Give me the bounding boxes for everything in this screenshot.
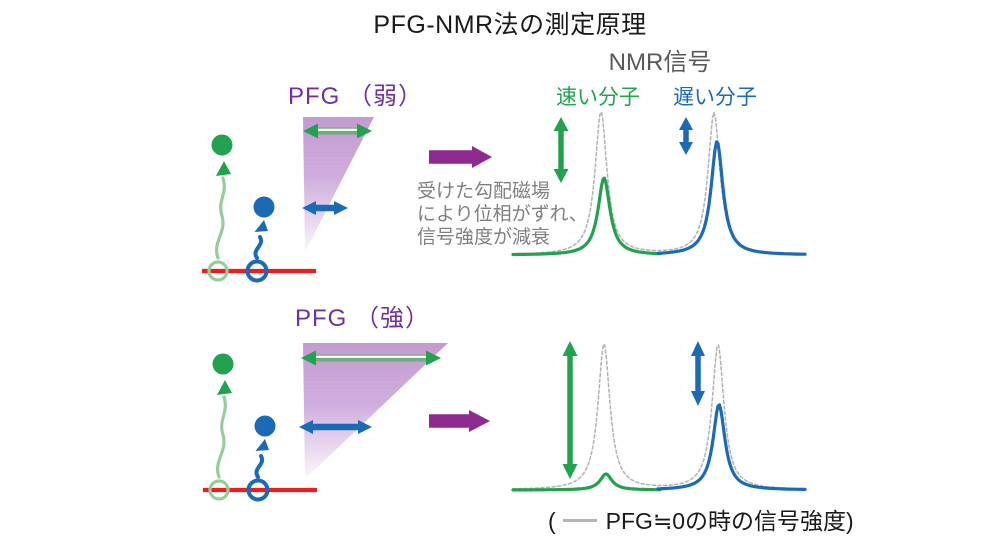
pfg-weak-label: PFG （弱） xyxy=(288,83,424,110)
gradient-effect-note: 受けた勾配磁場 により位相がずれ、 信号強度が減衰 xyxy=(417,180,588,249)
slow-molecule-start-circle xyxy=(245,259,269,283)
nmr-spectrum-weak xyxy=(511,111,807,257)
weak-gradient-triangle xyxy=(303,117,374,252)
fast-molecule-label: 速い分子 xyxy=(556,86,640,109)
slow-molecule-dot xyxy=(253,196,275,218)
strong-gradient-field xyxy=(299,343,448,479)
note-line-1: 受けた勾配磁場 xyxy=(417,181,551,202)
note-line-3: 信号強度が減衰 xyxy=(417,227,551,248)
nmr-spectrum-strong xyxy=(511,343,807,492)
fast-molecule-peak-strong xyxy=(511,472,662,492)
reference-line-swatch xyxy=(562,518,597,522)
molecule-diffusion-sketch xyxy=(202,134,316,283)
strong-fast-arrow-left-head-icon xyxy=(301,350,316,366)
reference-spectrum-strong xyxy=(512,343,807,490)
strong-fast-intensity-arrow-icon xyxy=(562,341,578,479)
weak-slow-intensity-arrow-icon xyxy=(679,117,693,155)
weak-gradient-field xyxy=(302,117,374,252)
strong-slow-arrow-left-head-icon xyxy=(299,420,313,434)
slow-molecule-peak-weak xyxy=(656,140,807,256)
weak-transition-arrow-icon xyxy=(429,146,492,168)
strong-slow-arrow-right-head-icon xyxy=(358,420,372,434)
strong-transition-arrow-icon xyxy=(429,410,490,432)
weak-fast-intensity-arrow-icon xyxy=(553,117,569,183)
slow-molecule-path-arrow xyxy=(253,235,264,260)
slow-molecule-arrowhead-icon xyxy=(254,220,268,232)
fast-molecule-arrowhead-icon xyxy=(216,161,231,176)
page-title: PFG-NMR法の測定原理 xyxy=(373,11,647,39)
weak-slow-arrow-right-head-icon xyxy=(334,201,348,215)
weak-fast-arrow-left-head-icon xyxy=(303,123,318,139)
legend-caption: ( PFG≒0の時の信号強度) xyxy=(548,502,854,536)
weak-fast-arrow-right-head-icon xyxy=(357,123,372,139)
fast-molecule-start-circle xyxy=(207,260,229,282)
strong-fast-arrow-right-head-icon xyxy=(426,350,441,366)
nmr-signal-heading: NMR信号 xyxy=(608,49,712,76)
fast-molecule-path-arrow xyxy=(215,176,226,260)
weak-slow-arrow-left-head-icon xyxy=(302,201,316,215)
pfg-strong-label: PFG （強） xyxy=(295,305,431,332)
slow-molecule-label: 遅い分子 xyxy=(673,86,757,109)
fast-molecule-dot xyxy=(211,134,233,156)
caption-open-paren: ( xyxy=(548,508,556,534)
slow-molecule-peak-strong xyxy=(656,403,807,491)
strong-gradient-triangle xyxy=(303,343,448,479)
note-line-2: により位相がずれ、 xyxy=(417,204,588,225)
molecule-diffusion-sketch-strong xyxy=(203,354,317,500)
strong-slow-intensity-arrow-icon xyxy=(691,341,705,406)
fast-molecule-peak-weak xyxy=(511,176,662,257)
caption-text: PFG≒0の時の信号強度) xyxy=(605,508,854,534)
